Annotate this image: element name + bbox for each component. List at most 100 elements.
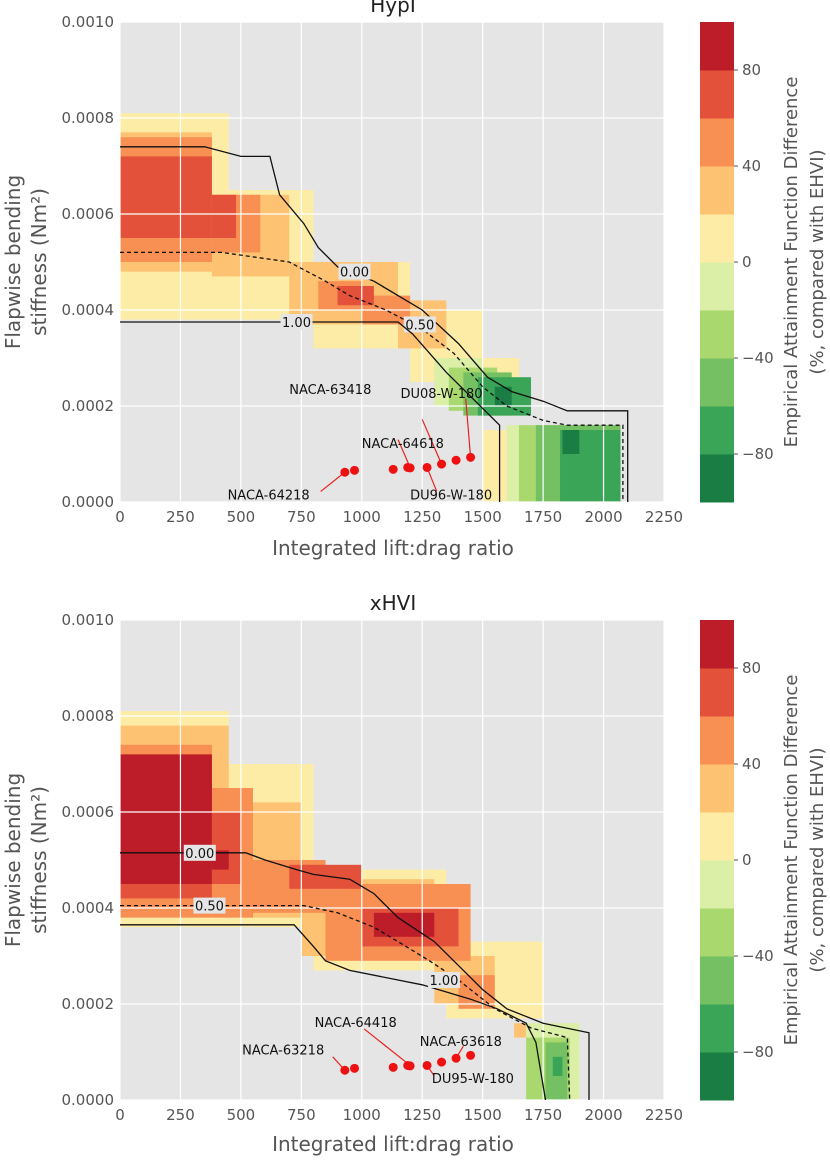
contour-label: 1.00 xyxy=(430,974,459,989)
x-tick-label: 2250 xyxy=(645,1106,683,1124)
eaf-region xyxy=(120,754,212,884)
y-tick-label: 0.0002 xyxy=(62,397,115,415)
x-tick-label: 750 xyxy=(287,508,316,526)
colorbar-label-line1: Empirical Attainment Function Difference xyxy=(781,675,802,1046)
contour-label-bg xyxy=(193,897,226,914)
y-axis-label-line2: stiffness (Nm²) xyxy=(27,786,51,934)
panel-title: HypI xyxy=(370,0,415,17)
y-tick-label: 0.0004 xyxy=(62,899,115,917)
airfoil-annotation: NACA-63418 xyxy=(289,383,371,398)
airfoil-point xyxy=(437,459,447,469)
annotation-leader xyxy=(421,419,443,465)
colorbar-tick-label: −80 xyxy=(742,1043,774,1061)
x-tick-label: 500 xyxy=(227,1106,256,1124)
colorbar-segment xyxy=(700,716,734,765)
x-tick-label: 250 xyxy=(166,1106,195,1124)
y-tick-label: 0.0000 xyxy=(62,1091,115,1109)
x-tick-label: 1250 xyxy=(403,1106,441,1124)
contour-label-bg xyxy=(338,263,371,280)
y-tick-label: 0.0008 xyxy=(62,707,115,725)
airfoil-annotation: DU95-W-180 xyxy=(432,1072,514,1087)
x-tick-label: 500 xyxy=(227,508,256,526)
x-axis-label: Integrated lift:drag ratio xyxy=(272,1132,514,1156)
contour-label: 1.00 xyxy=(282,316,311,331)
airfoil-point xyxy=(451,1053,461,1063)
colorbar: −80 −40 0 40 80 xyxy=(700,620,774,1101)
attainment-contour xyxy=(120,924,547,1101)
y-tick-label: 0.0006 xyxy=(62,803,115,821)
colorbar-segment xyxy=(700,166,734,215)
y-tick-label: 0.0000 xyxy=(62,493,115,511)
airfoil-annotation: NACA-64418 xyxy=(315,1016,397,1031)
eaf-region xyxy=(120,156,212,238)
x-tick-label: 0 xyxy=(115,508,125,526)
airfoil-point xyxy=(388,464,398,474)
colorbar-tick-label: 80 xyxy=(742,659,761,677)
attainment-contour xyxy=(120,852,590,1100)
y-axis-label-line1: Flapwise bending xyxy=(1,175,25,349)
colorbar-label-line1: Empirical Attainment Function Difference xyxy=(781,77,802,448)
airfoil-point xyxy=(451,455,461,465)
airfoil-annotation: DU96-W-180 xyxy=(410,488,492,503)
airfoil-point xyxy=(405,1061,415,1071)
x-tick-label: 1500 xyxy=(464,1106,502,1124)
contour-label: 0.00 xyxy=(340,266,369,281)
airfoil-point xyxy=(422,1060,432,1070)
colorbar: −80 −40 0 40 80 xyxy=(700,22,774,503)
y-tick-label: 0.0004 xyxy=(62,301,115,319)
colorbar-label-line2: (%, compared with EHVI) xyxy=(807,747,828,972)
x-tick-label: 1250 xyxy=(403,508,441,526)
colorbar-segment xyxy=(700,118,734,167)
colorbar-tick-label: −80 xyxy=(742,445,774,463)
x-tick-label: 750 xyxy=(287,1106,316,1124)
airfoil-annotation: NACA-63618 xyxy=(420,1035,502,1050)
x-axis-label: Integrated lift:drag ratio xyxy=(272,536,514,560)
airfoil-point xyxy=(437,1057,447,1067)
y-tick-label: 0.0002 xyxy=(62,995,115,1013)
colorbar-segment xyxy=(700,454,734,503)
airfoil-annotation: NACA-64618 xyxy=(362,437,444,452)
airfoil-point xyxy=(350,1063,360,1073)
y-axis-label-line1: Flapwise bending xyxy=(1,773,25,947)
xhvi-panel: xHVI Integrated lift:drag ratio Flapwise… xyxy=(1,591,774,1156)
colorbar-segment xyxy=(700,358,734,407)
attainment-contour xyxy=(120,321,501,502)
hypi-panel: HypI Integrated lift:drag ratio Flapwise… xyxy=(1,0,774,560)
x-tick-label: 1000 xyxy=(343,1106,381,1124)
eaf-region xyxy=(211,194,237,238)
y-axis-label-line2: stiffness (Nm²) xyxy=(27,188,51,336)
attainment-contour xyxy=(120,146,629,502)
contour-label-bg xyxy=(183,844,216,861)
annotation-leader xyxy=(397,439,411,468)
x-tick-label: 1750 xyxy=(524,1106,562,1124)
airfoil-point xyxy=(466,1050,476,1060)
colorbar-segment xyxy=(700,956,734,1005)
colorbar-segment xyxy=(700,310,734,359)
colorbar-tick-label: 80 xyxy=(742,61,761,79)
colorbar-segment xyxy=(700,812,734,861)
colorbar-segment xyxy=(700,860,734,909)
colorbar-segment xyxy=(700,908,734,957)
colorbar-tick-label: 0 xyxy=(742,851,752,869)
x-tick-label: 2000 xyxy=(584,1106,622,1124)
colorbar-segment xyxy=(700,22,734,71)
plot-area: 0.00 0.50 1.00 NACA-64218 NACA-63418 NACA-646… xyxy=(62,13,684,526)
airfoil-point xyxy=(388,1062,398,1072)
attainment-contour xyxy=(120,251,624,502)
colorbar-segment xyxy=(700,668,734,717)
x-tick-label: 2250 xyxy=(645,508,683,526)
contour-label: 0.50 xyxy=(195,900,224,915)
x-tick-label: 1000 xyxy=(343,508,381,526)
eaf-region xyxy=(211,812,241,884)
contour-label-bg xyxy=(280,314,313,330)
eaf-region xyxy=(482,430,507,502)
colorbar-tick-label: 40 xyxy=(742,755,761,773)
eaf-region xyxy=(514,1023,527,1038)
annotation-leader xyxy=(363,1028,411,1066)
x-tick-label: 2000 xyxy=(584,508,622,526)
colorbar-tick-label: −40 xyxy=(742,349,774,367)
eaf-region xyxy=(289,864,362,889)
attainment-contour xyxy=(120,904,571,1101)
y-tick-label: 0.0010 xyxy=(62,611,115,629)
